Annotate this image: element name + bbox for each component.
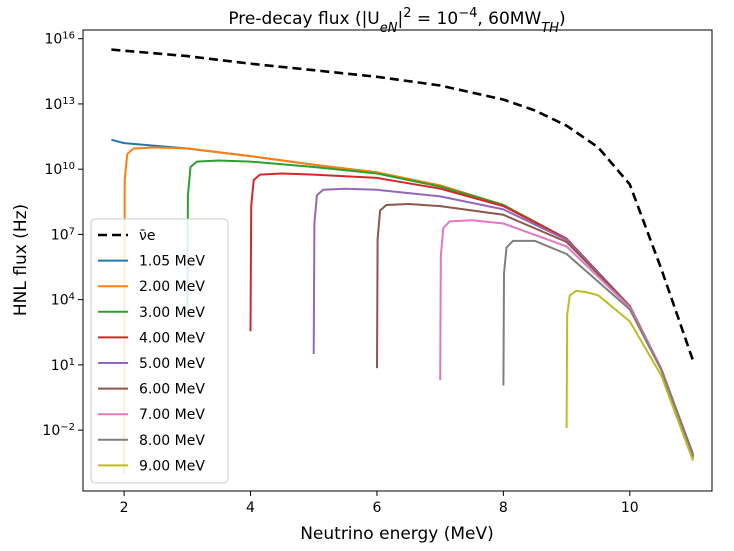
x-tick-label: 6 — [372, 500, 381, 516]
legend: ν̄e 1.05 MeV 2.00 MeV 3.00 MeV 4.00 MeV 5.00 … — [90, 218, 229, 484]
x-tick-label: 4 — [246, 500, 255, 516]
x-tick-label: 2 — [120, 500, 129, 516]
legend-label: 7.00 MeV — [139, 407, 205, 423]
series-line — [111, 48, 695, 361]
legend-label: 6.00 MeV — [139, 382, 205, 398]
x-tick-label: 10 — [621, 500, 639, 516]
legend-label: 5.00 MeV — [139, 356, 205, 372]
legend-label: 3.00 MeV — [139, 305, 205, 321]
series-line — [565, 289, 694, 461]
legend-label: ν̄e — [139, 228, 155, 244]
y-tick-label: 1010 — [44, 161, 75, 179]
y-tick-label: 104 — [51, 291, 75, 309]
legend-label: 9.00 MeV — [139, 458, 205, 474]
y-tick-label: 107 — [51, 226, 75, 244]
legend-label: 4.00 MeV — [139, 330, 205, 346]
plot-area — [111, 48, 695, 474]
legend-label: 8.00 MeV — [139, 433, 205, 449]
x-axis: 2 4 6 8 10 — [120, 491, 639, 516]
legend-box — [90, 218, 229, 484]
x-axis-label: Neutrino energy (MeV) — [300, 524, 494, 544]
y-tick-label: 101 — [51, 356, 75, 374]
y-tick-label: 10−2 — [42, 422, 75, 440]
y-tick-label: 1016 — [44, 30, 75, 48]
x-tick-label: 8 — [499, 500, 508, 516]
series-line — [502, 239, 694, 459]
y-axis: 1016 1013 1010 107 104 101 10−2 — [42, 30, 83, 439]
legend-label: 2.00 MeV — [139, 279, 205, 295]
axes-frame — [82, 29, 713, 492]
legend-label: 1.05 MeV — [139, 254, 205, 270]
y-axis-label: HNL flux (Hz) — [11, 204, 31, 316]
y-tick-label: 1013 — [44, 95, 75, 113]
